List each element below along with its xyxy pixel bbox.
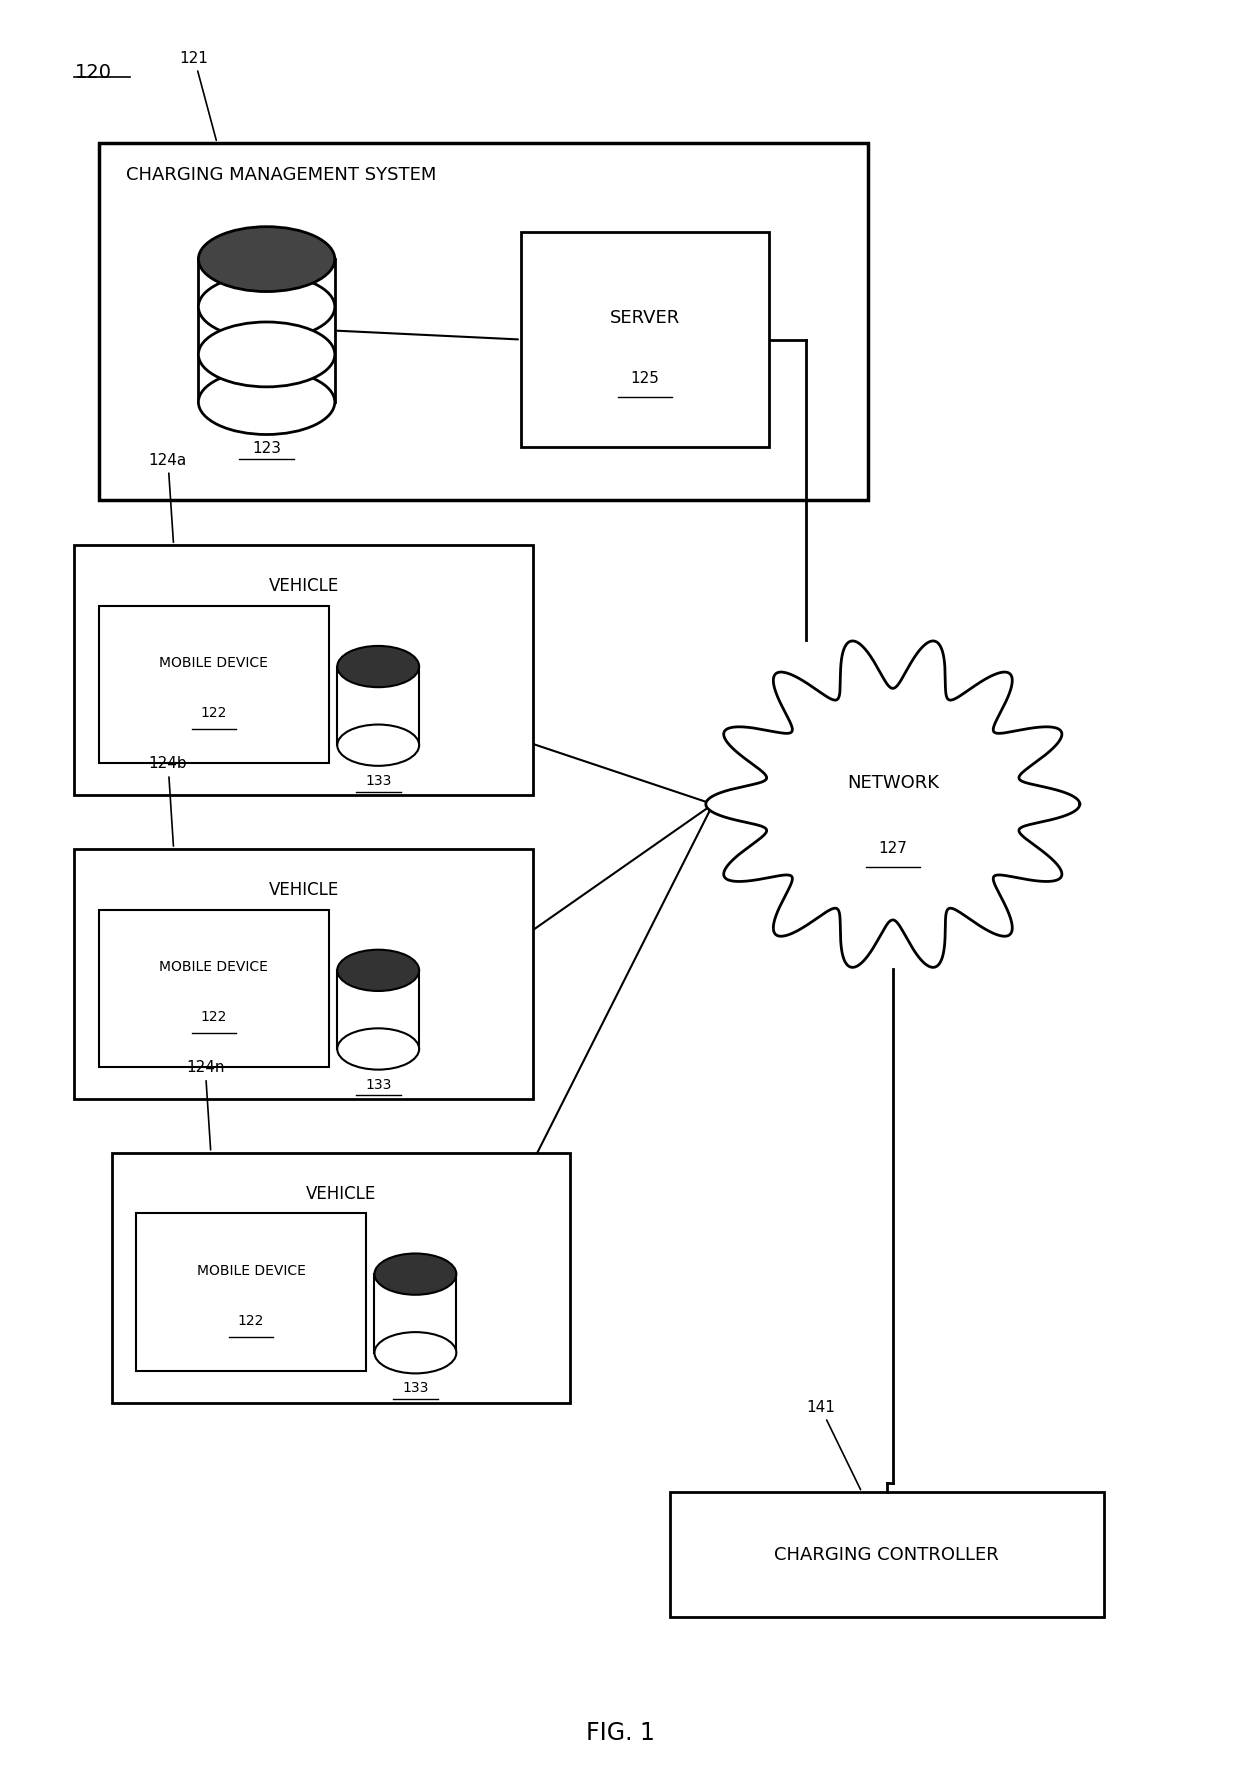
Ellipse shape: [337, 1028, 419, 1070]
Text: 133: 133: [365, 1078, 392, 1092]
Text: VEHICLE: VEHICLE: [306, 1185, 376, 1203]
Text: NETWORK: NETWORK: [847, 774, 939, 792]
Text: 122: 122: [201, 706, 227, 720]
FancyBboxPatch shape: [74, 545, 533, 795]
FancyBboxPatch shape: [112, 1153, 570, 1403]
Ellipse shape: [337, 645, 419, 688]
Ellipse shape: [337, 724, 419, 767]
Ellipse shape: [198, 275, 335, 340]
Ellipse shape: [198, 370, 335, 434]
FancyBboxPatch shape: [74, 849, 533, 1099]
Text: CHARGING MANAGEMENT SYSTEM: CHARGING MANAGEMENT SYSTEM: [126, 166, 436, 184]
Ellipse shape: [374, 1331, 456, 1374]
Text: 123: 123: [252, 441, 281, 456]
FancyBboxPatch shape: [136, 1213, 366, 1371]
Text: SERVER: SERVER: [610, 309, 680, 327]
Text: 133: 133: [365, 774, 392, 788]
Polygon shape: [337, 667, 419, 745]
Ellipse shape: [198, 322, 335, 386]
Text: CHARGING CONTROLLER: CHARGING CONTROLLER: [774, 1546, 999, 1564]
Polygon shape: [374, 1274, 456, 1353]
Text: 124b: 124b: [149, 756, 187, 845]
Text: 141: 141: [806, 1399, 861, 1490]
Polygon shape: [337, 970, 419, 1049]
Text: 122: 122: [201, 1010, 227, 1024]
Polygon shape: [198, 259, 335, 402]
FancyBboxPatch shape: [99, 910, 329, 1067]
FancyBboxPatch shape: [521, 232, 769, 447]
Text: MOBILE DEVICE: MOBILE DEVICE: [160, 656, 268, 670]
Text: MOBILE DEVICE: MOBILE DEVICE: [197, 1263, 305, 1278]
Text: 120: 120: [74, 63, 112, 82]
Text: 124n: 124n: [186, 1060, 224, 1149]
Text: VEHICLE: VEHICLE: [269, 881, 339, 899]
Text: 127: 127: [878, 842, 908, 856]
Text: MOBILE DEVICE: MOBILE DEVICE: [160, 960, 268, 974]
Text: 121: 121: [180, 50, 216, 139]
Text: FIG. 1: FIG. 1: [585, 1721, 655, 1746]
Polygon shape: [706, 642, 1080, 967]
Text: VEHICLE: VEHICLE: [269, 577, 339, 595]
Ellipse shape: [337, 949, 419, 992]
FancyBboxPatch shape: [99, 606, 329, 763]
Ellipse shape: [374, 1253, 456, 1296]
Text: 124a: 124a: [149, 452, 187, 541]
Text: 122: 122: [238, 1313, 264, 1328]
Ellipse shape: [198, 227, 335, 291]
Text: 133: 133: [402, 1381, 429, 1396]
FancyBboxPatch shape: [99, 143, 868, 500]
Text: 125: 125: [630, 372, 660, 386]
FancyBboxPatch shape: [670, 1492, 1104, 1617]
